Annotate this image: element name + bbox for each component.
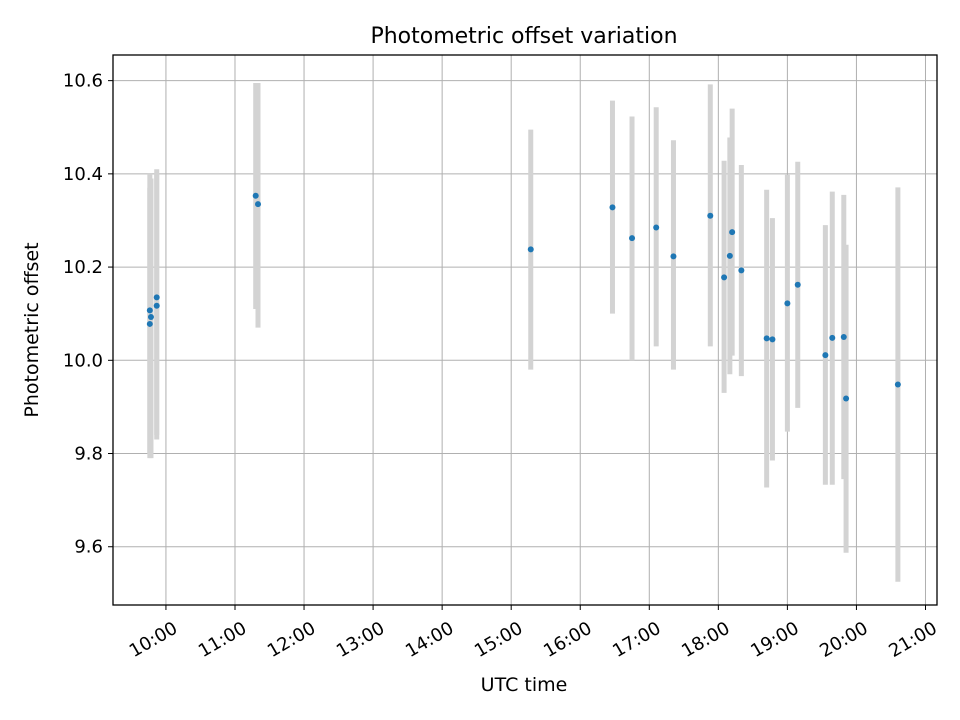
data-point	[721, 274, 728, 281]
data-point	[670, 253, 677, 260]
y-tick-label: 10.2	[63, 257, 103, 278]
data-point	[840, 333, 847, 340]
data-point	[146, 320, 153, 327]
y-tick-label: 9.6	[74, 537, 103, 558]
x-tick-label: 13:00	[333, 618, 388, 662]
data-point	[153, 302, 160, 309]
x-tick-label: 17:00	[609, 618, 664, 662]
data-point	[843, 395, 850, 402]
data-point	[146, 307, 153, 314]
data-point	[609, 204, 616, 211]
data-point	[726, 252, 733, 259]
data-point	[794, 281, 801, 288]
data-point	[769, 336, 776, 343]
data-point	[784, 300, 791, 307]
y-tick-label: 10.0	[63, 350, 103, 371]
data-point	[629, 235, 636, 242]
data-point	[527, 246, 534, 253]
y-tick-label: 10.6	[63, 71, 103, 92]
data-point	[894, 381, 901, 388]
data-point	[252, 192, 259, 199]
x-tick-label: 15:00	[471, 618, 526, 662]
x-tick-label: 10:00	[126, 618, 181, 662]
x-tick-label: 20:00	[816, 618, 871, 662]
y-axis-ticks: 9.6 9.8 10.0 10.2 10.4 10.6	[63, 71, 113, 558]
data-point	[653, 224, 660, 231]
x-tick-label: 14:00	[402, 618, 457, 662]
data-point	[153, 294, 160, 301]
x-tick-label: 11:00	[195, 618, 250, 662]
x-tick-label: 21:00	[885, 618, 940, 662]
y-tick-label: 9.8	[74, 444, 103, 465]
plot-frame	[112, 54, 938, 606]
error-bars	[147, 82, 901, 582]
data-point	[738, 267, 745, 274]
x-tick-label: 18:00	[678, 618, 733, 662]
x-axis-ticks: 10:00 11:00 12:00 13:00 14:00 15:00 16:00 17:00…	[126, 605, 941, 662]
data-point	[829, 334, 836, 341]
data-point	[255, 201, 262, 208]
y-tick-label: 10.4	[63, 164, 103, 185]
x-axis-label: UTC time	[481, 674, 568, 696]
data-point	[763, 335, 770, 342]
chart-title: Photometric offset variation	[370, 24, 677, 49]
data-point	[729, 229, 736, 236]
data-point	[822, 352, 829, 359]
x-tick-label: 16:00	[540, 618, 595, 662]
data-point	[707, 212, 714, 219]
x-tick-label: 19:00	[747, 618, 802, 662]
data-point	[147, 313, 154, 320]
grid-lines	[113, 55, 937, 605]
data-points	[146, 192, 901, 402]
x-tick-label: 12:00	[264, 618, 319, 662]
y-axis-label: Photometric offset	[21, 242, 43, 417]
